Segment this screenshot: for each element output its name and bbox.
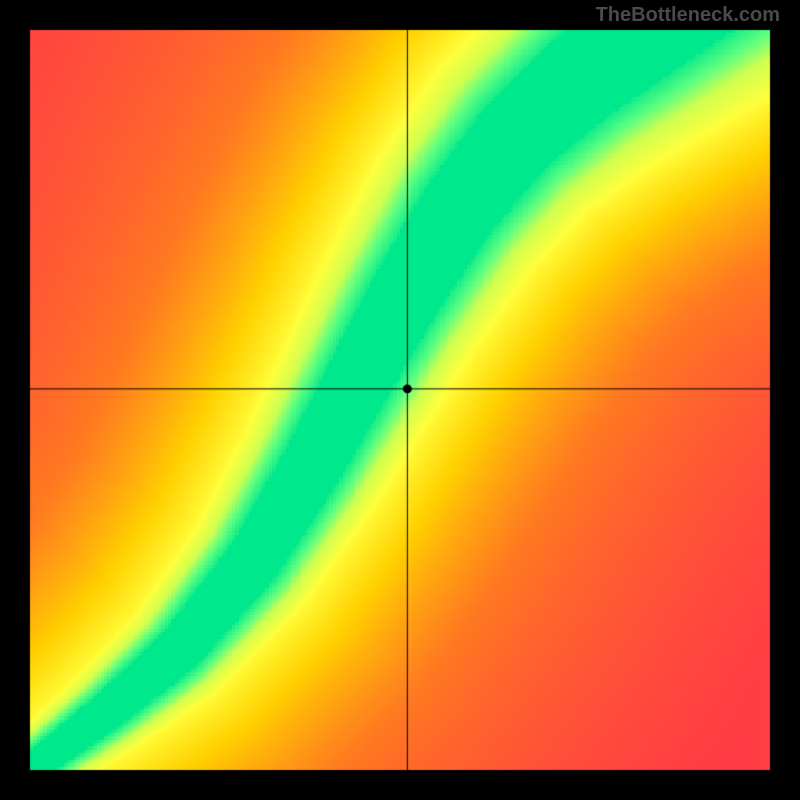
watermark-label: TheBottleneck.com <box>596 4 780 27</box>
bottleneck-heatmap <box>0 0 800 800</box>
figure-container: TheBottleneck.com <box>0 0 800 800</box>
